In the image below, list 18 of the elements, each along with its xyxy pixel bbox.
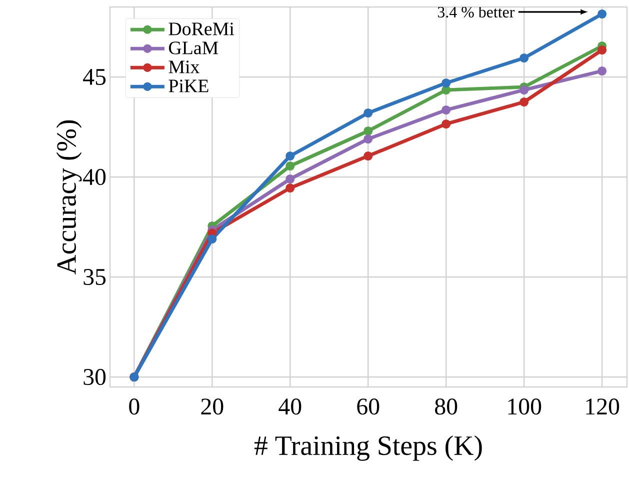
y-tick-label: 40 — [83, 168, 106, 186]
y-axis-title: Accuracy (%) — [56, 120, 82, 275]
x-tick-label: 20 — [201, 398, 224, 415]
y-tick-label: 30 — [84, 368, 106, 386]
legend-label: PiKE — [168, 80, 208, 92]
annotation: 3.4 % better — [438, 6, 515, 18]
legend-label: Mix — [168, 60, 200, 74]
y-tick-label: 45 — [83, 69, 106, 85]
y-tick-label: 35 — [84, 268, 106, 286]
x-tick-label: 120 — [586, 398, 620, 415]
x-axis-title: # Training Steps (K) — [254, 435, 482, 461]
legend-label: GLaM — [168, 42, 218, 54]
x-tick-label: 60 — [357, 398, 380, 415]
x-tick-label: 100 — [508, 398, 542, 415]
x-tick-label: 40 — [278, 398, 302, 415]
x-tick-label: 0 — [129, 398, 140, 415]
x-tick-label: 80 — [435, 398, 458, 415]
legend-label: DoReMi — [168, 22, 234, 36]
